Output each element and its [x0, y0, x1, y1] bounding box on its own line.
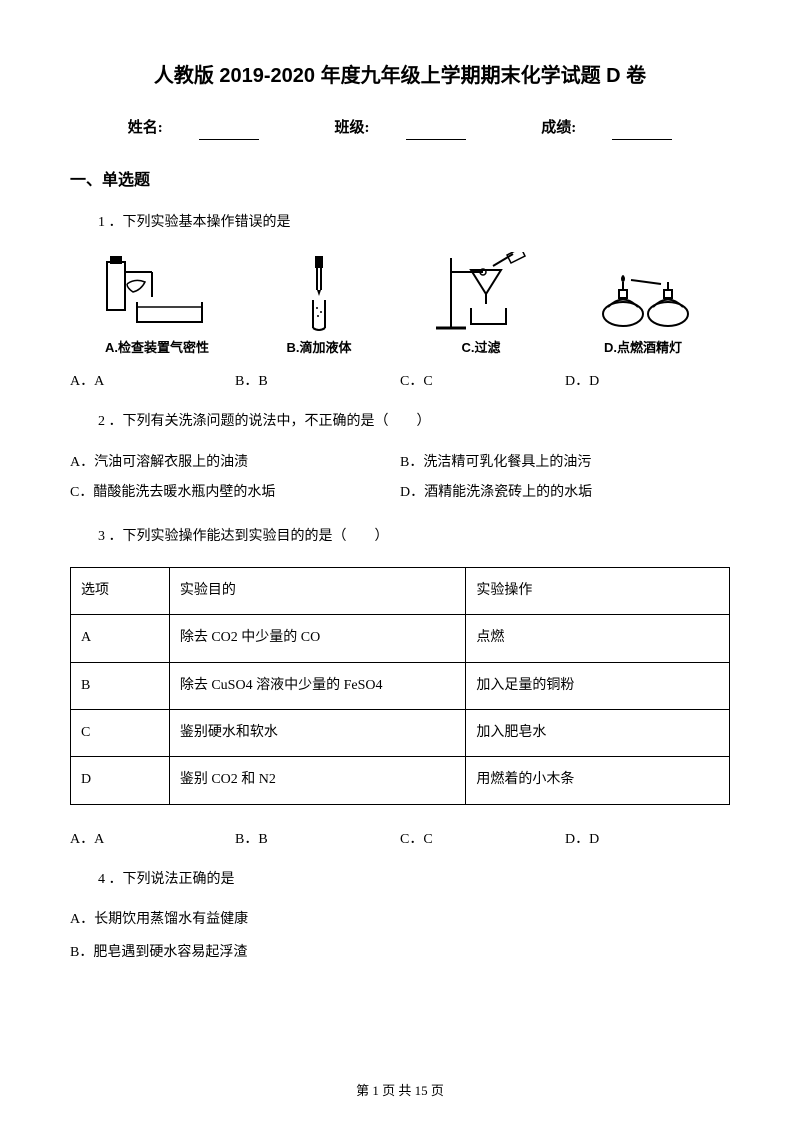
table-cell: 加入肥皂水 [466, 709, 730, 756]
q1-option-a: A．A [70, 371, 235, 393]
table-cell: 鉴别硬水和软水 [169, 709, 466, 756]
apparatus-airtightness-icon [97, 252, 217, 332]
score-label: 成绩: [523, 116, 690, 140]
q3-option-d: D．D [565, 829, 730, 851]
table-cell: 除去 CuSO4 溶液中少量的 FeSO4 [169, 662, 466, 709]
table-header-row: 选项 实验目的 实验操作 [71, 567, 730, 614]
table-header-c2: 实验目的 [169, 567, 466, 614]
q3-option-c: C．C [400, 829, 565, 851]
question-1-stem: 1 ．下列实验基本操作错误的是 [70, 212, 730, 234]
table-cell: 点燃 [466, 615, 730, 662]
table-cell: 加入足量的铜粉 [466, 662, 730, 709]
table-header-c3: 实验操作 [466, 567, 730, 614]
q2-option-a: A．汽油可溶解衣服上的油渍 [70, 452, 400, 474]
alcohol-lamp-icon [583, 252, 703, 332]
dropper-icon [259, 252, 379, 332]
table-row: A 除去 CO2 中少量的 CO 点燃 [71, 615, 730, 662]
diagram-c: C.过滤 [400, 252, 562, 359]
q4-option-a: A．长期饮用蒸馏水有益健康 [70, 909, 730, 931]
table-cell: 用燃着的小木条 [466, 757, 730, 804]
q1-option-b: B．B [235, 371, 400, 393]
q4-option-b: B．肥皂遇到硬水容易起浮渣 [70, 942, 730, 964]
q1-option-d: D．D [565, 371, 730, 393]
table-row: B 除去 CuSO4 溶液中少量的 FeSO4 加入足量的铜粉 [71, 662, 730, 709]
diagram-a-label: A.检查装置气密性 [76, 338, 238, 359]
diagram-d-label: D.点燃酒精灯 [562, 338, 724, 359]
table-cell: A [71, 615, 170, 662]
q3-option-b: B．B [235, 829, 400, 851]
table-row: C 鉴别硬水和软水 加入肥皂水 [71, 709, 730, 756]
name-label: 姓名: [110, 116, 277, 140]
question-3-table: 选项 实验目的 实验操作 A 除去 CO2 中少量的 CO 点燃 B 除去 Cu… [70, 567, 730, 805]
class-label: 班级: [317, 116, 484, 140]
diagram-b: B.滴加液体 [238, 252, 400, 359]
table-cell: B [71, 662, 170, 709]
table-row: D 鉴别 CO2 和 N2 用燃着的小木条 [71, 757, 730, 804]
table-cell: 除去 CO2 中少量的 CO [169, 615, 466, 662]
q2-option-b: B．洗洁精可乳化餐具上的油污 [400, 452, 730, 474]
diagram-b-label: B.滴加液体 [238, 338, 400, 359]
q2-option-d: D．酒精能洗涤瓷砖上的的水垢 [400, 482, 730, 504]
question-4-options: A．长期饮用蒸馏水有益健康 B．肥皂遇到硬水容易起浮渣 [70, 909, 730, 964]
diagram-d: D.点燃酒精灯 [562, 252, 724, 359]
page-title: 人教版 2019-2020 年度九年级上学期期末化学试题 D 卷 [70, 60, 730, 92]
table-cell: 鉴别 CO2 和 N2 [169, 757, 466, 804]
question-2-options: A．汽油可溶解衣服上的油渍 B．洗洁精可乳化餐具上的油污 C．醋酸能洗去暖水瓶内… [70, 452, 730, 513]
question-3-options: A．A B．B C．C D．D [70, 829, 730, 851]
q1-option-c: C．C [400, 371, 565, 393]
page-footer: 第 1 页 共 15 页 [0, 1081, 800, 1102]
q2-option-c: C．醋酸能洗去暖水瓶内壁的水垢 [70, 482, 400, 504]
filtration-icon [421, 252, 541, 332]
table-header-c1: 选项 [71, 567, 170, 614]
student-info-line: 姓名: 班级: 成绩: [70, 116, 730, 140]
section-heading-1: 一、单选题 [70, 168, 730, 194]
q3-option-a: A．A [70, 829, 235, 851]
question-1-diagrams: A.检查装置气密性 B.滴加液体 [70, 252, 730, 359]
question-3-stem: 3 ．下列实验操作能达到实验目的的是（ ） [70, 526, 730, 548]
diagram-c-label: C.过滤 [400, 338, 562, 359]
table-cell: D [71, 757, 170, 804]
question-4-stem: 4 ．下列说法正确的是 [70, 869, 730, 891]
question-1-options: A．A B．B C．C D．D [70, 371, 730, 393]
diagram-a: A.检查装置气密性 [76, 252, 238, 359]
question-2-stem: 2 ．下列有关洗涤问题的说法中，不正确的是（ ） [70, 411, 730, 433]
table-cell: C [71, 709, 170, 756]
